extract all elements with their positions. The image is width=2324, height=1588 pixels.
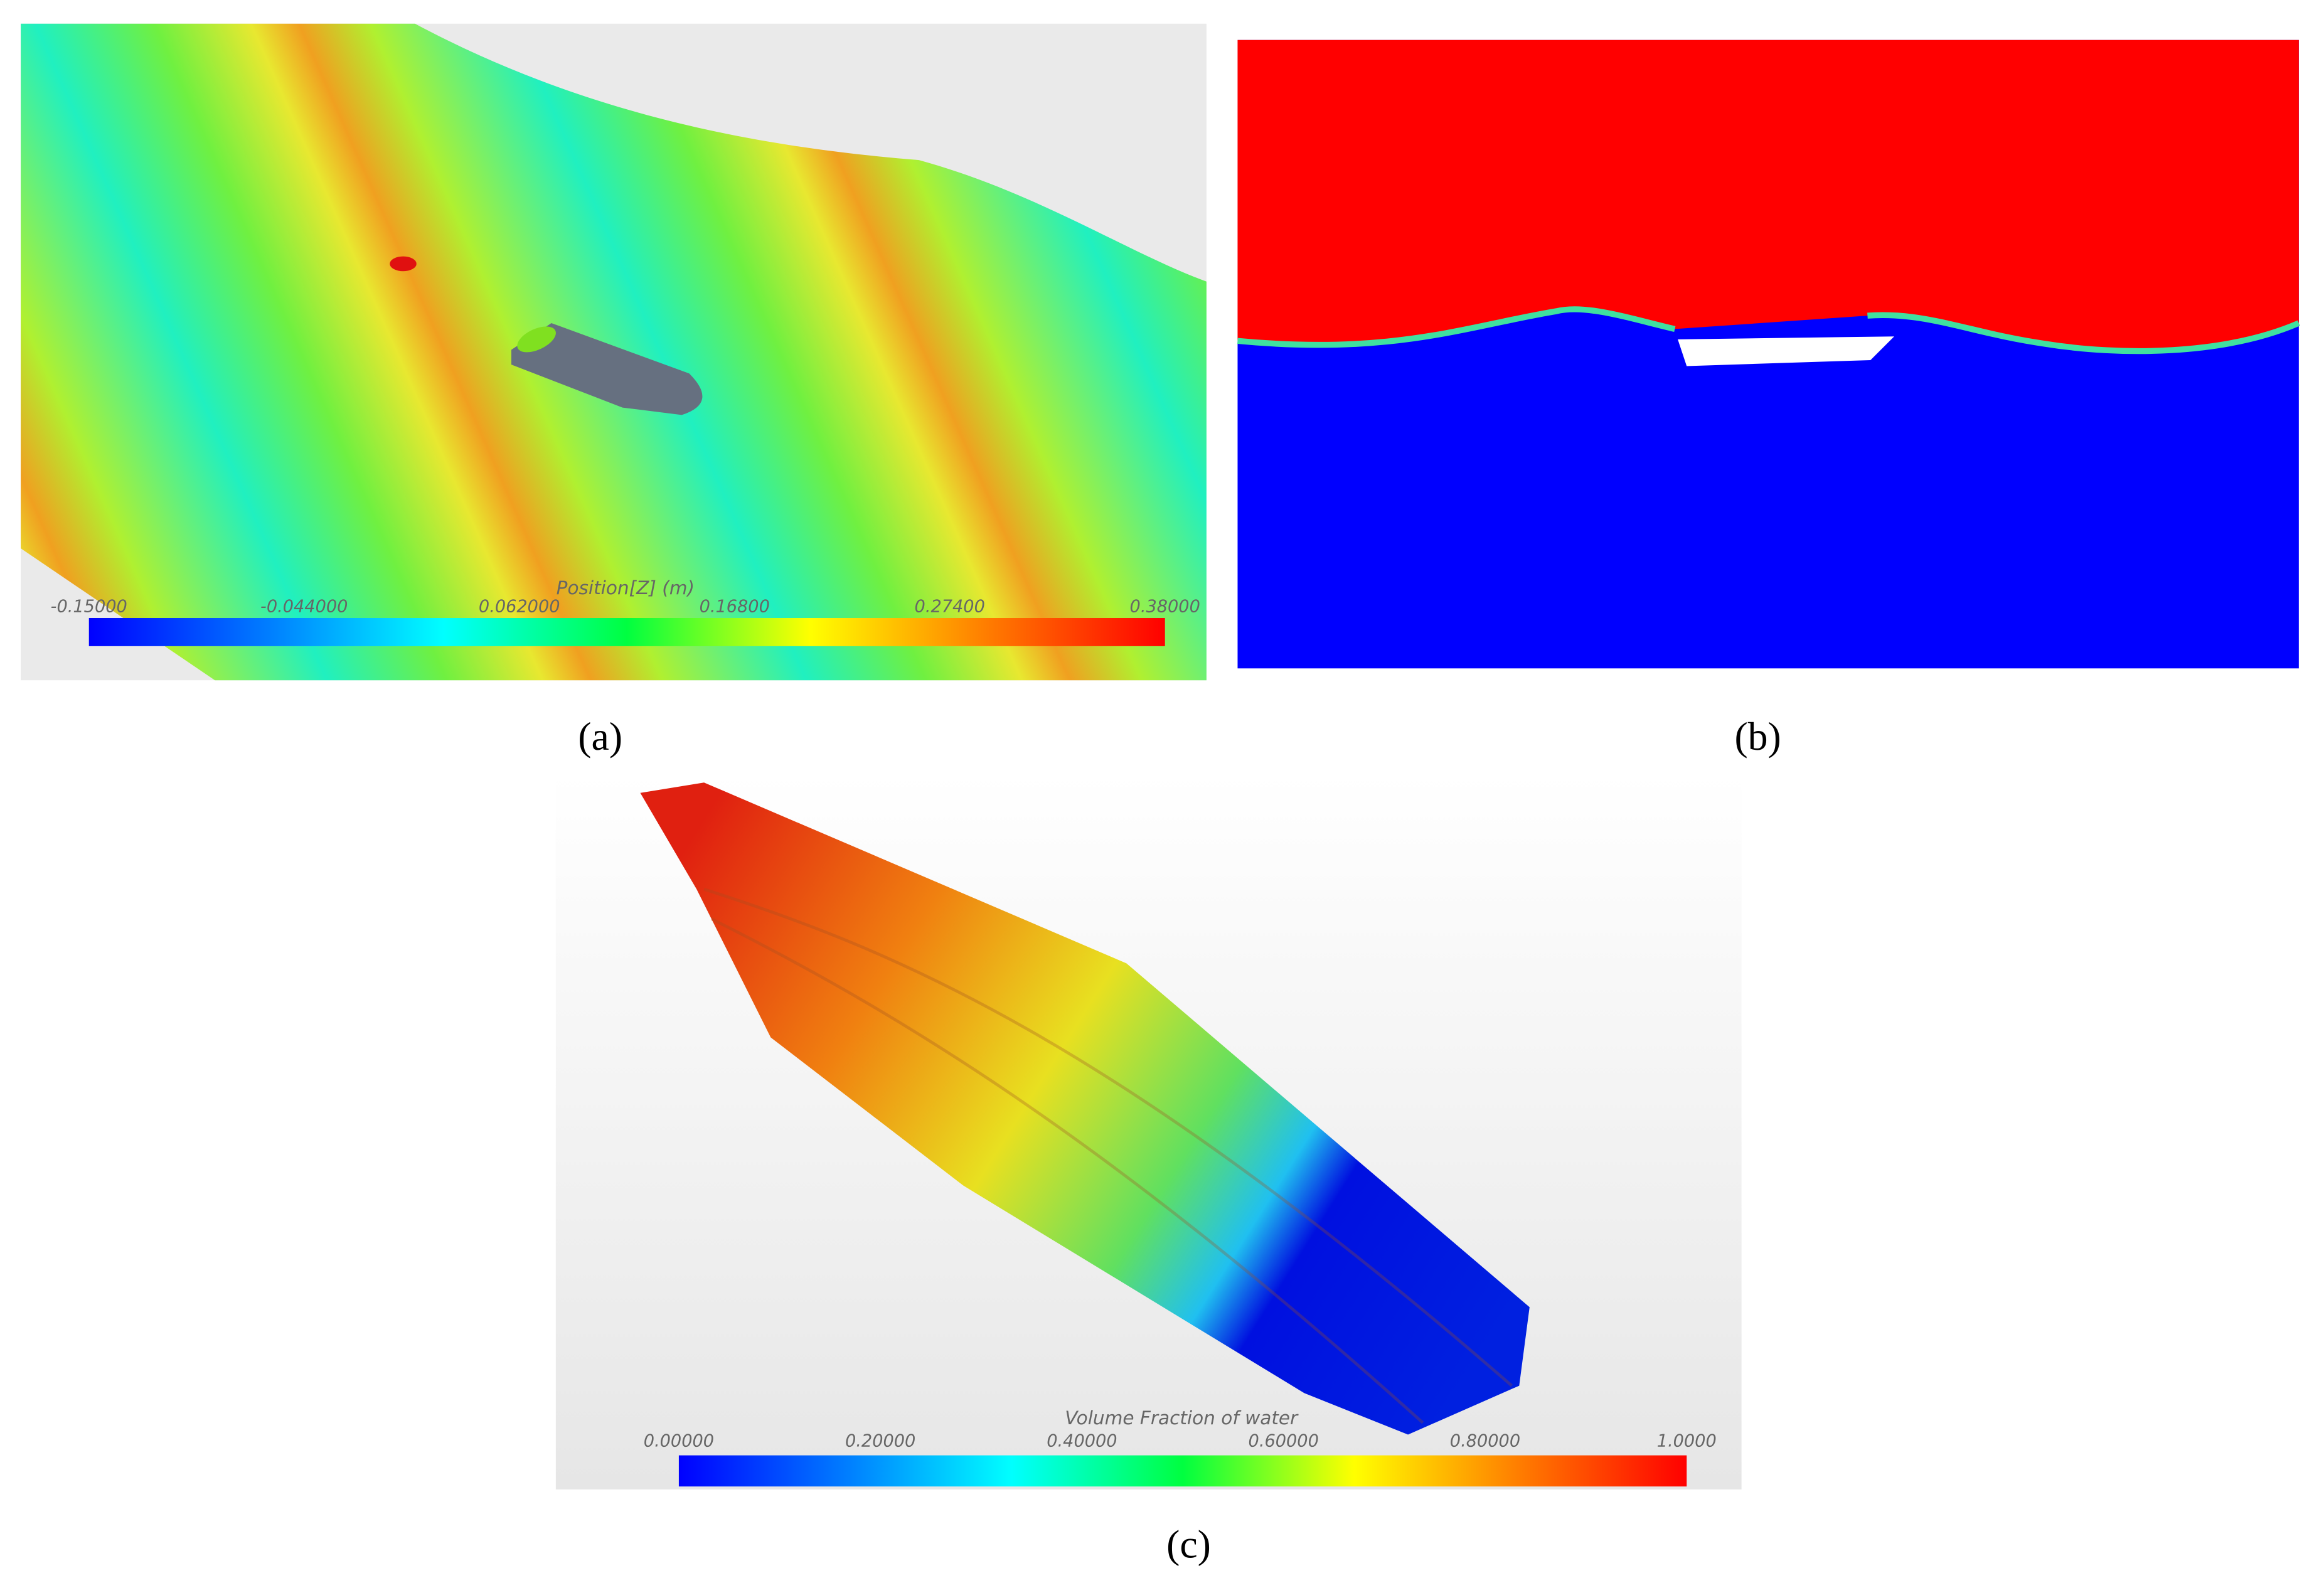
colorbar-tick-label: 0.062000 (479, 597, 560, 617)
colorbar-tick-label: 1.0000 (1657, 1431, 1717, 1451)
ship-section (1678, 336, 1894, 366)
colorbar-title: Volume Fraction of water (1065, 1407, 1299, 1429)
hull (640, 782, 1530, 1435)
interface (1237, 306, 2300, 354)
colorbar (678, 1455, 1687, 1487)
air (1237, 40, 2299, 351)
panel-label: (b) (1734, 714, 1781, 759)
colorbar-title: Position[Z] (m) (557, 577, 695, 599)
colorbar-ticks: -0.15000 -0.044000 0.062000 0.16800 0.27400 0… (51, 597, 1200, 617)
panel-label: (a) (578, 714, 622, 759)
wake-peak (390, 256, 417, 272)
colorbar-tick-label: 0.27400 (915, 597, 985, 617)
colorbar-ticks: 0.00000 0.20000 0.40000 0.60000 0.80000 1.000… (644, 1431, 1717, 1451)
colorbar-tick-label: -0.15000 (51, 597, 127, 617)
ship-deck (517, 326, 556, 353)
colorbar-tick-label: 0.20000 (845, 1431, 915, 1451)
panel-label: (c) (1166, 1522, 1211, 1567)
colorbar-tick-label: 0.40000 (1047, 1431, 1117, 1451)
colorbar-tick-label: -0.044000 (260, 597, 348, 617)
colorbar-tick-label: 0.80000 (1450, 1431, 1520, 1451)
colorbar-tick-label: 0.16800 (700, 597, 770, 617)
colorbar-tick-label: 0.00000 (644, 1431, 714, 1451)
ship (511, 322, 703, 415)
colorbar-tick-label: 0.38000 (1130, 597, 1200, 617)
colorbar (88, 617, 1165, 646)
colorbar-tick-label: 0.60000 (1249, 1431, 1319, 1451)
hull-lines (703, 888, 1513, 1424)
